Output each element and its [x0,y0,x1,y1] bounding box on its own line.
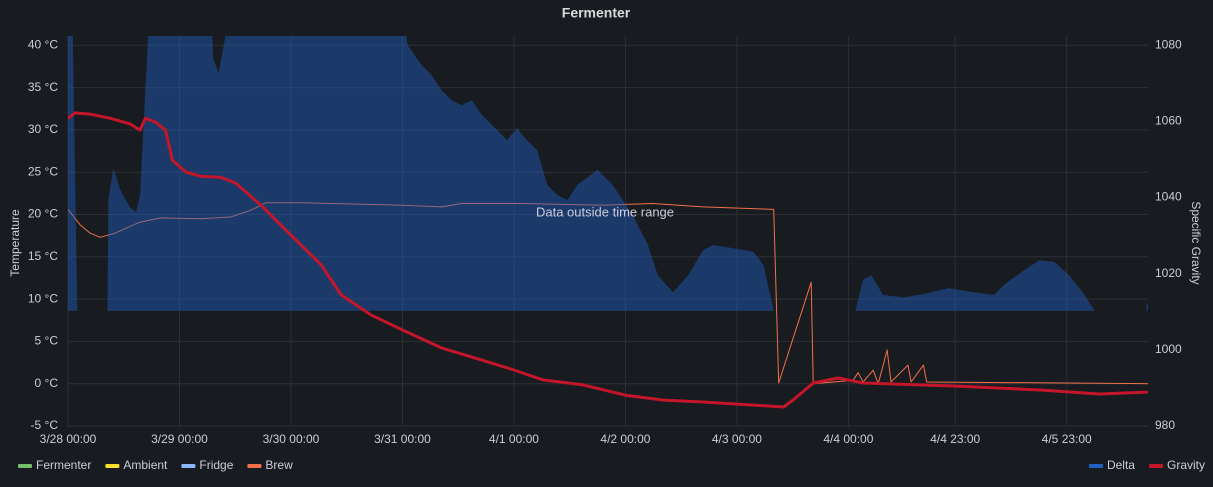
x-tick-label: 4/1 00:00 [489,432,539,446]
y-tick-label: 0 °C [35,376,59,390]
area [68,36,78,311]
y2-tick-label: 1080 [1155,37,1182,51]
legend-swatch [18,464,32,468]
x-tick-label: 3/31 00:00 [374,432,431,446]
x-tick-label: 3/28 00:00 [40,432,97,446]
legend-label: Fridge [199,458,233,472]
y2-tick-label: 1020 [1155,266,1182,280]
area [1146,304,1148,311]
legend: Fermenter Ambient Fridge Brew Gravity Delta [18,458,1205,472]
x-tick-label: 4/5 23:00 [1042,432,1092,446]
y-axis-label: Temperature [8,209,22,277]
y-tick-label: 35 °C [28,80,58,94]
x-tick-label: 4/2 00:00 [600,432,650,446]
legend-label: Ambient [123,458,168,472]
y2-axis-label: Specific Gravity [1189,201,1203,284]
annotation: Data outside time range [536,204,674,219]
legend-label: Fermenter [36,458,91,472]
legend-swatch [181,464,196,468]
area [855,260,1095,311]
y-tick-label: 5 °C [35,334,59,348]
y-tick-label: 15 °C [28,249,58,263]
line [68,202,1148,385]
y-tick-label: 30 °C [28,122,58,136]
x-tick-label: 4/3 00:00 [712,432,762,446]
y-tick-label: 10 °C [28,291,58,305]
y-tick-label: 40 °C [28,37,58,51]
x-tick-label: 4/4 00:00 [823,432,873,446]
y2-tick-label: 1060 [1155,113,1182,127]
plot-area [68,36,1148,409]
legend-swatch [1148,464,1163,468]
y-tick-label: 25 °C [28,164,58,178]
x-tick-label: 3/29 00:00 [151,432,208,446]
legend-label: Gravity [1167,458,1205,472]
legend-swatch [247,464,262,468]
y-tick-label: -5 °C [31,418,59,432]
y-tick-label: 20 °C [28,207,58,221]
grid [67,36,1148,427]
area [107,36,774,311]
legend-swatch [1088,464,1103,468]
x-tick-label: 3/30 00:00 [263,432,320,446]
line [68,111,1148,409]
x-tick-label: 4/4 23:00 [930,432,980,446]
y2-tick-label: 980 [1155,418,1175,432]
legend-swatch [105,464,120,468]
legend-label: Delta [1107,458,1135,472]
y2-tick-label: 1000 [1155,342,1182,356]
y2-tick-label: 1040 [1155,190,1182,204]
legend-label: Brew [265,458,293,472]
chart-title: Fermenter [562,5,631,21]
